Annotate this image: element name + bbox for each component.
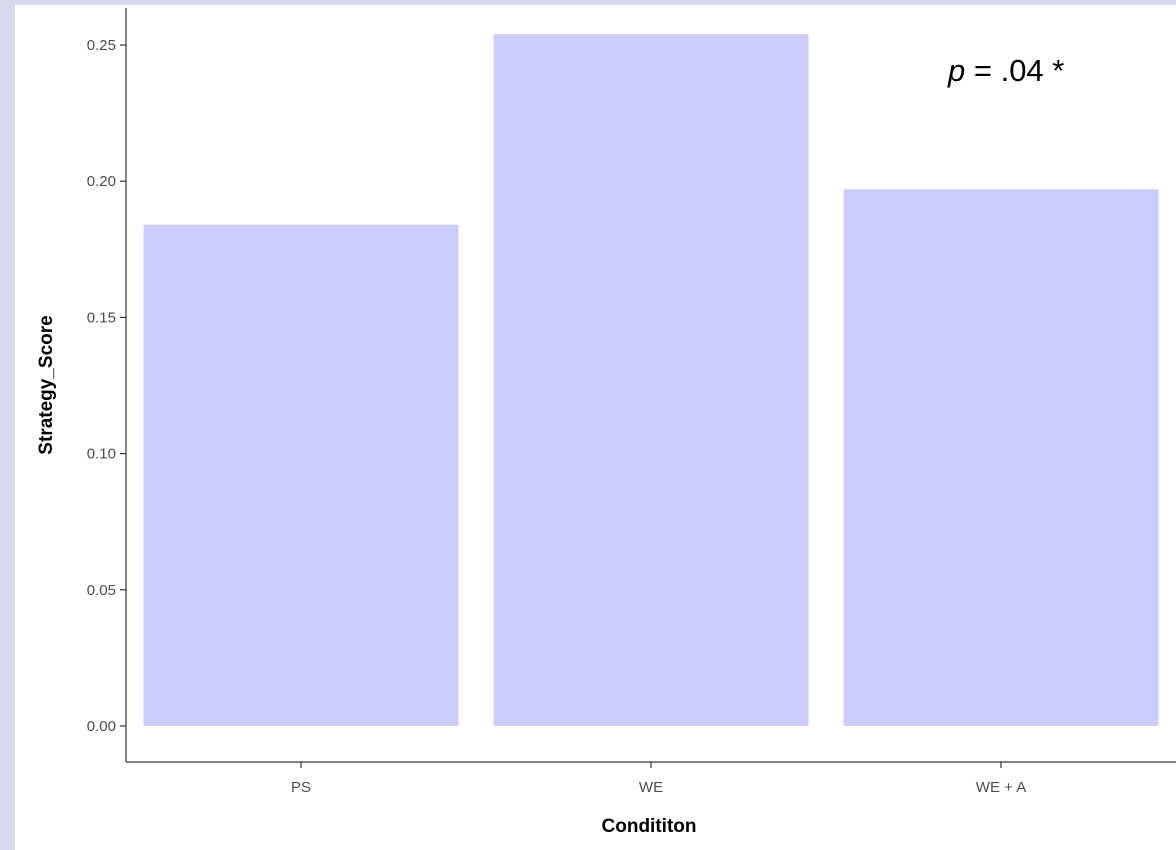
p-value-text: = .04 * bbox=[965, 53, 1064, 88]
x-ticks: PS WE WE + A bbox=[291, 762, 1026, 796]
y-tick-label: 0.10 bbox=[87, 446, 116, 463]
x-tick-label: WE bbox=[639, 779, 663, 796]
x-tick-label: PS bbox=[291, 779, 311, 796]
y-tick-label: 0.20 bbox=[87, 173, 116, 190]
y-tick-label: 0.15 bbox=[87, 309, 116, 326]
bar-ps bbox=[143, 224, 459, 726]
y-tick-label: 0.05 bbox=[87, 582, 116, 599]
p-symbol: p bbox=[947, 53, 965, 88]
y-ticks: 0.00 0.05 0.10 0.15 0.20 0.25 bbox=[87, 37, 126, 735]
x-axis-title: Condititon bbox=[602, 816, 697, 837]
y-tick-label: 0.25 bbox=[87, 37, 116, 54]
bar-we-a bbox=[843, 189, 1159, 726]
y-tick-label: 0.00 bbox=[87, 718, 116, 735]
p-value-annotation: p = .04 * bbox=[947, 53, 1064, 88]
bars-group bbox=[143, 34, 1159, 726]
x-tick-label: WE + A bbox=[976, 779, 1026, 796]
y-axis-title: Strategy_Score bbox=[36, 315, 57, 454]
bar-we bbox=[493, 34, 809, 726]
